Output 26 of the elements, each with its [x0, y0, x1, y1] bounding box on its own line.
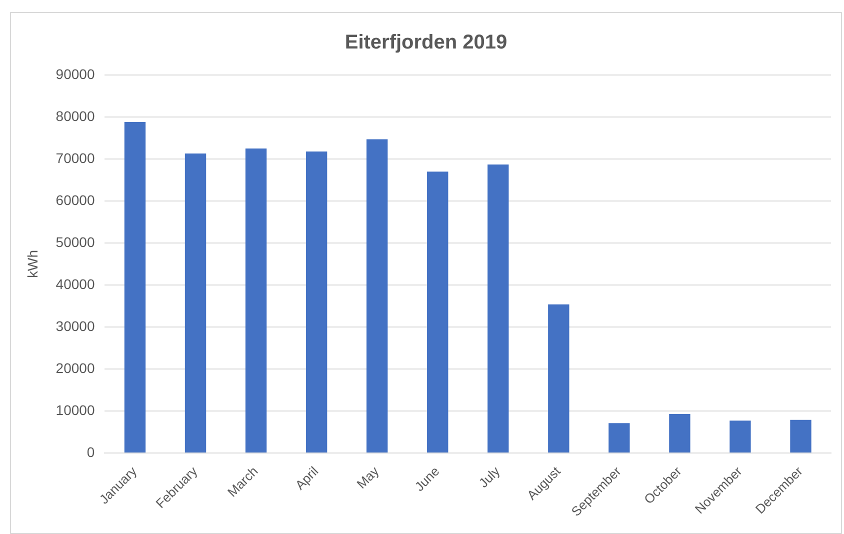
- bar: [488, 164, 509, 453]
- chart-title: Eiterfjorden 2019: [344, 32, 508, 54]
- y-tick-label: 30000: [56, 318, 95, 334]
- y-axis-title: kWh: [24, 250, 40, 278]
- y-tick-label: 20000: [56, 360, 95, 376]
- bar: [245, 148, 267, 453]
- y-tick-label: 80000: [56, 108, 95, 124]
- y-tick-label: 0: [86, 444, 95, 460]
- x-tick-label: July: [476, 463, 504, 491]
- y-tick-label: 50000: [56, 234, 95, 250]
- bar: [548, 304, 570, 453]
- x-tick-label: May: [354, 463, 382, 492]
- bar: [427, 172, 448, 453]
- y-tick-label: 10000: [56, 402, 95, 418]
- bar: [366, 139, 388, 453]
- bar: [306, 151, 328, 453]
- y-tick-label: 70000: [56, 150, 95, 166]
- bar: [790, 420, 812, 453]
- y-tick-label: 90000: [56, 66, 95, 82]
- bar: [608, 423, 630, 453]
- y-tick-label: 40000: [56, 276, 95, 292]
- y-tick-label: 60000: [56, 192, 95, 208]
- bar: [730, 420, 751, 453]
- bar: [184, 154, 206, 453]
- bar: [124, 122, 146, 453]
- bar: [669, 414, 690, 453]
